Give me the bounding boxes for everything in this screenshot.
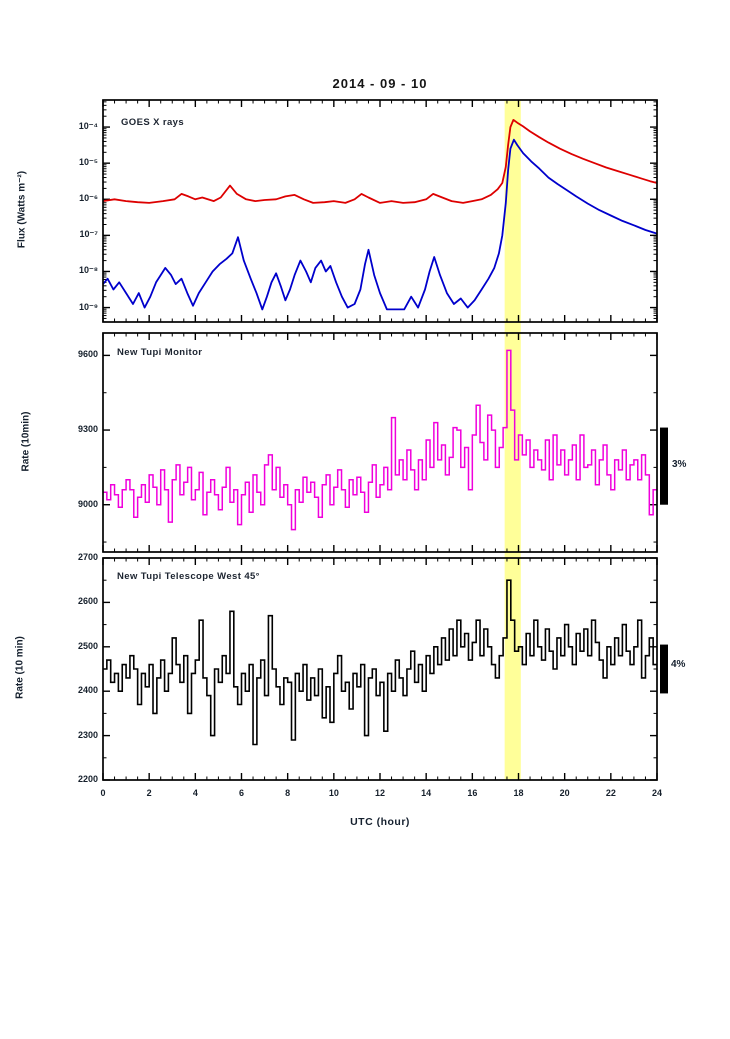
- x-tick-label: 12: [374, 788, 385, 798]
- x-tick-label: 14: [421, 788, 432, 798]
- x-tick-label: 18: [513, 788, 524, 798]
- step-series-path: [103, 349, 657, 531]
- x-tick-label: 2: [146, 788, 152, 798]
- panel-label-goes: GOES X rays: [121, 117, 185, 128]
- panel-border: [102, 332, 658, 553]
- y-tick-label: 10⁻⁷: [79, 229, 98, 240]
- x-tick-label: 0: [100, 788, 106, 798]
- blue_series-path: [102, 138, 658, 311]
- y-tick-label: 2600: [77, 596, 98, 607]
- y-tick-label: 2400: [77, 685, 98, 696]
- y-axis-label-telescope-rate: Rate (10 min): [14, 636, 26, 699]
- step-series-path: [103, 579, 657, 746]
- x-tick-label: 24: [651, 788, 662, 798]
- chart-title: 2014 - 09 - 10: [332, 76, 428, 91]
- percent-scale-bar: [660, 427, 668, 505]
- x-tick-label: 4: [192, 788, 198, 798]
- x-tick-label: 16: [467, 788, 478, 798]
- x-tick-label: 10: [328, 788, 339, 798]
- panel-border: [102, 557, 658, 781]
- highlight-band: [504, 101, 521, 779]
- panel-label-telescope: New Tupi Telescope West 45°: [117, 571, 260, 582]
- x-axis-label: UTC (hour): [350, 816, 410, 828]
- x-tick-label: 6: [238, 788, 244, 798]
- y-tick-label: 9000: [77, 498, 98, 509]
- y-tick-label: 9600: [77, 349, 98, 360]
- y-tick-label: 2200: [77, 774, 98, 784]
- y-tick-label: 10⁻⁹: [78, 301, 98, 312]
- y-tick-label: 10⁻⁸: [78, 265, 98, 276]
- panel-border: [102, 99, 658, 323]
- y-tick-label: 2500: [77, 640, 98, 651]
- x-tick-label: 20: [559, 788, 570, 798]
- x-tick-label: 8: [285, 788, 291, 798]
- x-tick-label: 22: [605, 788, 616, 798]
- red_series-path: [102, 119, 658, 204]
- percent-scale-bar: [660, 644, 668, 694]
- panel-label-monitor: New Tupi Monitor: [117, 347, 203, 358]
- y-tick-label: 2700: [77, 552, 98, 562]
- telescope-percent-annotation: 4%: [671, 659, 686, 670]
- y-tick-label: 10⁻⁵: [79, 157, 98, 168]
- y-tick-label: 10⁻⁶: [79, 193, 98, 204]
- y-tick-label: 9300: [77, 424, 98, 435]
- monitor-percent-annotation: 3%: [672, 459, 687, 470]
- y-tick-label: 2300: [77, 729, 98, 740]
- y-tick-label: 10⁻⁴: [78, 121, 98, 132]
